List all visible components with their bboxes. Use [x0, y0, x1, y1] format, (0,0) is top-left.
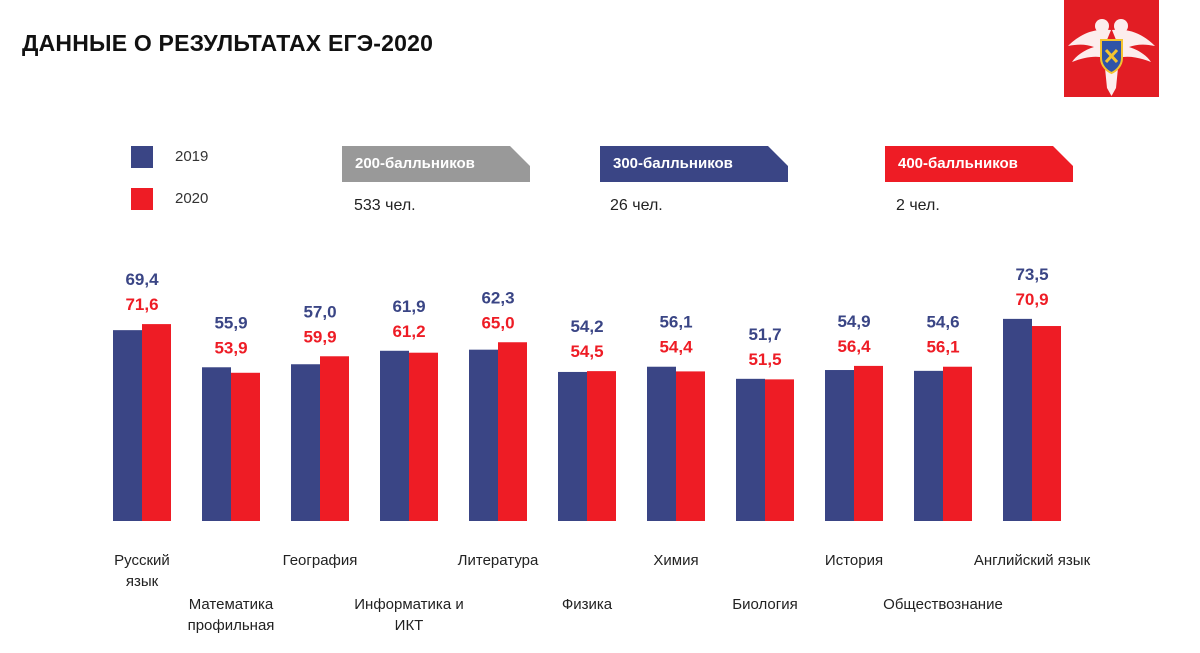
category-label: Математика профильная	[188, 596, 275, 634]
category-label: Химия	[653, 552, 698, 569]
badge-fold-icon	[510, 146, 530, 166]
data-label-2020: 54,5	[570, 342, 603, 361]
data-label-2020: 56,1	[926, 338, 959, 357]
bar-2020	[409, 352, 438, 521]
bar-2020	[854, 365, 883, 521]
data-label-2020: 61,2	[392, 322, 425, 341]
bar-2020	[1032, 326, 1061, 521]
legend-label-2020: 2020	[175, 190, 209, 207]
category-label: Информатика и ИКТ	[354, 596, 463, 634]
data-label-2019: 62,3	[481, 288, 514, 307]
category-label: Русский язык	[114, 552, 170, 590]
bar-2020	[320, 356, 349, 521]
badge-400-label: 400-балльников	[898, 155, 1018, 172]
bar-2019	[1003, 318, 1032, 521]
emblem-logo	[1064, 0, 1159, 97]
badge-200: 200-балльников	[342, 146, 530, 182]
data-label-2020: 53,9	[214, 338, 247, 357]
badge-400-count: 2 чел.	[896, 197, 940, 214]
bar-2020	[142, 324, 171, 521]
legend-label-2019: 2019	[175, 148, 209, 165]
badge-fold-icon	[1053, 146, 1073, 166]
bar-2020	[587, 371, 616, 521]
category-label: Обществознание	[883, 596, 1003, 613]
data-label-2019: 61,9	[392, 297, 425, 316]
data-label-2019: 54,2	[570, 317, 603, 336]
data-label-2019: 73,5	[1015, 265, 1048, 284]
data-label-2020: 70,9	[1015, 290, 1048, 309]
data-label-2020: 59,9	[303, 327, 336, 346]
bar-2019	[380, 350, 409, 521]
category-label: История	[825, 552, 883, 569]
data-label-2020: 51,5	[748, 350, 781, 369]
badge-300: 300-балльников	[600, 146, 788, 182]
badge-fold-icon	[768, 146, 788, 166]
bar-2019	[647, 366, 676, 521]
data-label-2019: 54,9	[837, 312, 870, 331]
data-label-2020: 71,6	[125, 295, 158, 314]
bar-2019	[469, 349, 498, 521]
bar-2019	[914, 370, 943, 521]
badge-300-label: 300-балльников	[613, 155, 733, 172]
badge-200-label: 200-балльников	[355, 155, 475, 172]
bar-2020	[498, 342, 527, 521]
bar-2019	[558, 371, 587, 521]
category-label: Английский язык	[974, 552, 1091, 569]
data-label-2019: 51,7	[748, 325, 781, 344]
data-label-2019: 54,6	[926, 313, 959, 332]
bar-2019	[202, 367, 231, 521]
category-label: Биология	[732, 596, 797, 613]
bar-2020	[943, 366, 972, 521]
bar-2019	[291, 364, 320, 521]
bar-2020	[231, 372, 260, 521]
eagle-emblem-icon	[1068, 19, 1155, 96]
badge-200-count: 533 чел.	[354, 197, 416, 214]
badge-400: 400-балльников	[885, 146, 1073, 182]
badge-300-count: 26 чел.	[610, 197, 663, 214]
category-label: География	[283, 552, 358, 569]
page-title: ДАННЫЕ О РЕЗУЛЬТАТАХ ЕГЭ-2020	[22, 30, 434, 56]
legend-swatch-2019	[131, 146, 153, 168]
data-label-2019: 69,4	[125, 270, 159, 289]
data-label-2019: 56,1	[659, 313, 692, 332]
bar-2020	[765, 379, 794, 521]
bar-2019	[736, 378, 765, 521]
bar-2019	[825, 370, 854, 521]
bar-2019	[113, 330, 142, 521]
bar-2020	[676, 371, 705, 521]
data-label-2020: 56,4	[837, 337, 871, 356]
data-label-2020: 54,4	[659, 338, 693, 357]
category-label: Литература	[458, 552, 539, 569]
legend-swatch-2020	[131, 188, 153, 210]
data-label-2019: 55,9	[214, 313, 247, 332]
data-label-2020: 65,0	[481, 313, 514, 332]
data-label-2019: 57,0	[303, 302, 336, 321]
category-label: Физика	[562, 596, 613, 613]
